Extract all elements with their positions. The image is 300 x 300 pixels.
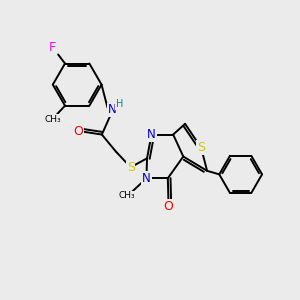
Text: N: N bbox=[108, 103, 116, 116]
Text: F: F bbox=[49, 41, 56, 54]
Text: O: O bbox=[74, 125, 84, 138]
Text: N: N bbox=[142, 172, 151, 185]
Text: CH₃: CH₃ bbox=[44, 115, 61, 124]
Text: H: H bbox=[116, 99, 123, 109]
Text: CH₃: CH₃ bbox=[119, 191, 135, 200]
Text: S: S bbox=[197, 141, 205, 154]
Text: S: S bbox=[127, 161, 135, 174]
Text: O: O bbox=[164, 200, 173, 213]
Text: N: N bbox=[147, 128, 156, 141]
